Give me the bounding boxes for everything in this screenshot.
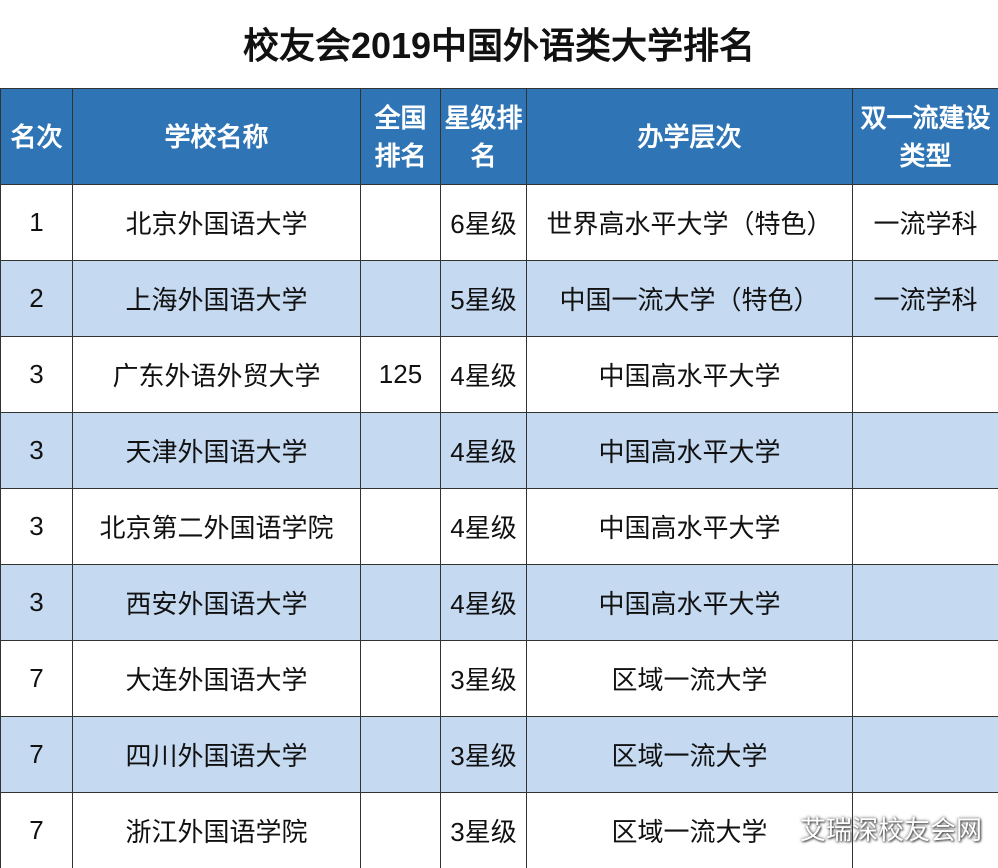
table-cell: 中国高水平大学 [526, 336, 853, 413]
table-cell: 2 [0, 260, 73, 337]
table-cell [360, 640, 441, 717]
table-cell: 125 [360, 336, 441, 413]
table-cell: 一流学科 [852, 260, 998, 337]
title: 校友会2019中国外语类大学排名 [242, 25, 756, 66]
table-cell: 区域一流大学 [526, 716, 853, 793]
table-cell [360, 412, 441, 489]
table-cell: 一流学科 [852, 184, 998, 261]
table-cell [852, 336, 998, 413]
table-cell: 中国高水平大学 [526, 488, 853, 565]
table-cell [360, 792, 441, 868]
table-cell: 四川外国语大学 [72, 716, 361, 793]
table-cell: 7 [0, 716, 73, 793]
table-row: 2 上海外国语大学 5星级 中国一流大学（特色） 一流学科 [0, 260, 998, 337]
table-cell: 7 [0, 792, 73, 868]
header-cell: 星级排名 [440, 88, 527, 185]
table-cell: 中国高水平大学 [526, 564, 853, 641]
table-row: 3 西安外国语大学 4星级 中国高水平大学 [0, 564, 998, 641]
table-cell [852, 412, 998, 489]
table-cell: 北京第二外国语学院 [72, 488, 361, 565]
table-cell: 上海外国语大学 [72, 260, 361, 337]
table-cell: 3 [0, 412, 73, 489]
table-cell: 北京外国语大学 [72, 184, 361, 261]
wechat-icon [761, 816, 792, 840]
ranking-table: 名次 学校名称 全国排名 星级排名 办学层次 双一流建设类型 1 北京外国语大学 6星级 世界高… [0, 88, 998, 868]
header-cell: 全国排名 [360, 88, 441, 185]
table-row: 3 广东外语外贸大学 125 4星级 中国高水平大学 [0, 336, 998, 413]
table-cell: 3 [0, 336, 73, 413]
watermark-text: 艾瑞深校友会网 [800, 815, 983, 845]
table-cell: 7 [0, 640, 73, 717]
table-cell: 4星级 [440, 564, 527, 641]
table-cell [852, 640, 998, 717]
table-cell: 大连外国语大学 [72, 640, 361, 717]
table-row: 1 北京外国语大学 6星级 世界高水平大学（特色） 一流学科 [0, 184, 998, 261]
table-cell [852, 564, 998, 641]
table-cell [852, 792, 998, 868]
table-row: 7 浙江外国语学院 3星级 区域一流大学 [0, 792, 998, 868]
table-cell: 1 [0, 184, 73, 261]
table-cell: 5星级 [440, 260, 527, 337]
table-cell: 4星级 [440, 336, 527, 413]
table-row: 3 北京第二外国语学院 4星级 中国高水平大学 [0, 488, 998, 565]
table-cell: 3 [0, 564, 73, 641]
table-cell: 3星级 [440, 640, 527, 717]
table-cell: 中国高水平大学 [526, 412, 853, 489]
table-cell: 区域一流大学 [526, 792, 853, 868]
table-cell: 天津外国语大学 [72, 412, 361, 489]
header-row: 名次 学校名称 全国排名 星级排名 办学层次 双一流建设类型 [0, 88, 998, 185]
table-row: 7 大连外国语大学 3星级 区域一流大学 [0, 640, 998, 717]
table-cell: 广东外语外贸大学 [72, 336, 361, 413]
table-cell: 4星级 [440, 412, 527, 489]
table-cell: 浙江外国语学院 [72, 792, 361, 868]
table-cell [360, 184, 441, 261]
watermark: 艾瑞深校友会网 [760, 810, 982, 847]
table-cell [360, 260, 441, 337]
table-cell: 3星级 [440, 792, 527, 868]
table-cell [360, 716, 441, 793]
table-cell: 西安外国语大学 [72, 564, 361, 641]
header-cell: 学校名称 [72, 88, 361, 185]
header-cell: 名次 [0, 88, 73, 185]
table-cell: 中国一流大学（特色） [526, 260, 853, 337]
table-cell: 4星级 [440, 488, 527, 565]
table-cell [852, 716, 998, 793]
table-cell: 3 [0, 488, 73, 565]
header-cell: 办学层次 [526, 88, 853, 185]
header-cell: 双一流建设类型 [852, 88, 998, 185]
table-cell: 3星级 [440, 716, 527, 793]
table-cell [852, 488, 998, 565]
table-row: 3 天津外国语大学 4星级 中国高水平大学 [0, 412, 998, 489]
table-cell: 区域一流大学 [526, 640, 853, 717]
table-cell: 6星级 [440, 184, 527, 261]
table-row: 7 四川外国语大学 3星级 区域一流大学 [0, 716, 998, 793]
table-cell [360, 488, 441, 565]
table-cell: 世界高水平大学（特色） [526, 184, 853, 261]
table-cell [360, 564, 441, 641]
